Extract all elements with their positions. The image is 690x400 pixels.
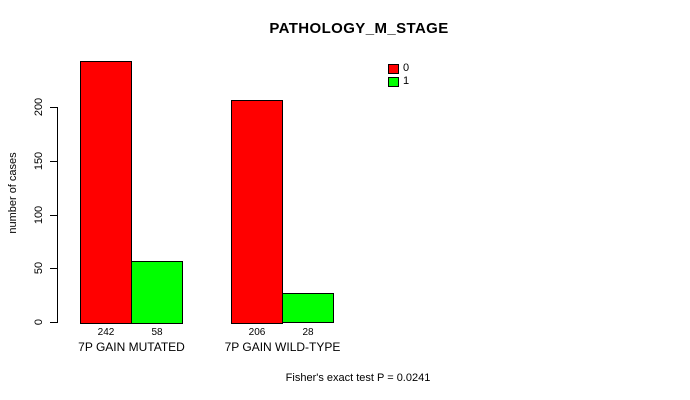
y-tick — [50, 322, 57, 323]
bar-value-label: 206 — [248, 327, 266, 338]
bar-value-label: 242 — [97, 327, 115, 338]
category-label: 7P GAIN MUTATED — [78, 340, 185, 354]
y-tick-label: 100 — [33, 205, 45, 225]
y-tick-label: 0 — [33, 318, 45, 326]
bar-1 — [282, 292, 334, 323]
bar-0 — [80, 60, 132, 324]
bar-value-label: 58 — [151, 327, 163, 338]
y-tick — [50, 215, 57, 216]
bar-value-label: 28 — [302, 327, 314, 338]
category-label: 7P GAIN WILD-TYPE — [224, 340, 341, 354]
legend-label: 0 — [403, 62, 410, 74]
y-tick-label: 150 — [33, 151, 45, 171]
y-tick — [50, 161, 57, 162]
y-tick-label: 50 — [33, 261, 45, 275]
y-tick-label: 200 — [33, 97, 45, 117]
chart-title: PATHOLOGY_M_STAGE — [269, 20, 449, 37]
legend-swatch-icon — [388, 76, 399, 87]
bar-1 — [131, 260, 183, 324]
legend-item: 1 — [388, 76, 409, 87]
y-axis-title: number of cases — [7, 152, 19, 234]
y-tick — [50, 107, 57, 108]
y-tick — [50, 268, 57, 269]
footnote-fisher-test: Fisher's exact test P = 0.0241 — [285, 372, 431, 384]
bar-0 — [231, 99, 283, 324]
y-axis-line — [57, 107, 58, 323]
legend-label: 1 — [403, 75, 410, 87]
legend-item: 0 — [388, 63, 409, 74]
legend-swatch-icon — [388, 63, 399, 74]
